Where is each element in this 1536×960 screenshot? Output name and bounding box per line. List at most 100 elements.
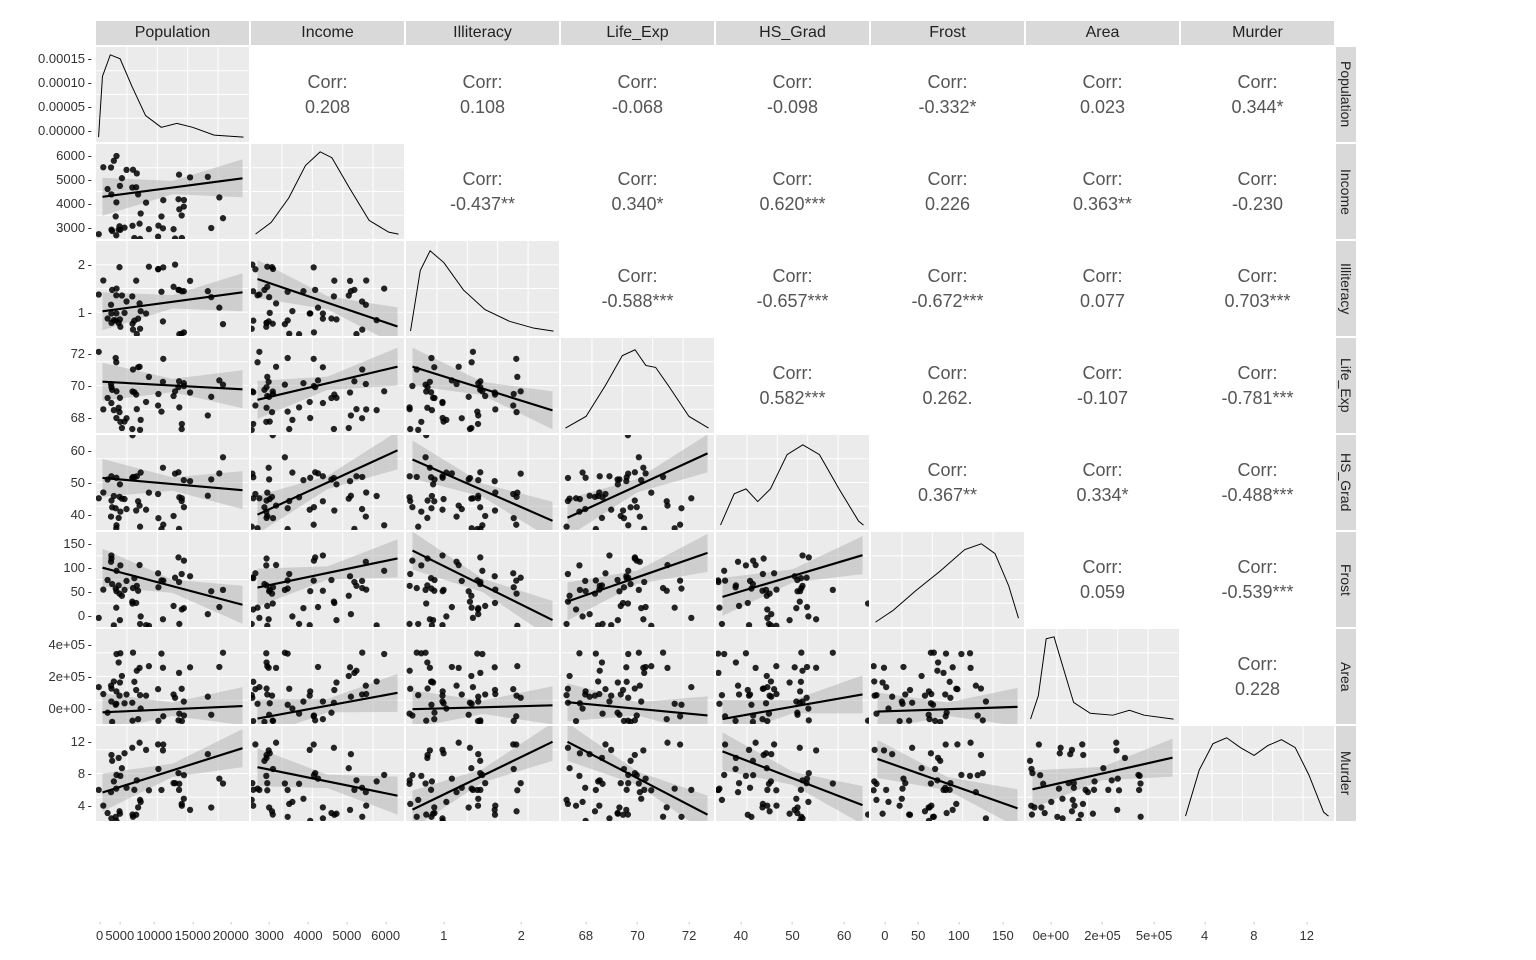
row-strip-Population: Population (1335, 46, 1357, 143)
x-ticks-Illiteracy: 12 (405, 922, 560, 952)
y-axis-labels: 0.000150.000100.000050.00000600050004000… (10, 46, 95, 870)
y-ticks-HS_Grad: 605040 (10, 434, 95, 531)
density-Population (95, 46, 250, 143)
column-strip-Life_Exp: Life_Exp (560, 20, 715, 46)
corr-Illiteracy-Life_Exp: Corr:-0.588*** (560, 240, 715, 337)
corr-HS_Grad-Murder: Corr:-0.488*** (1180, 434, 1335, 531)
scatter-Population-vs-Income (95, 143, 250, 240)
density-Frost (870, 531, 1025, 628)
scatter-Population-vs-HS_Grad (95, 434, 250, 531)
y-ticks-Life_Exp: 727068 (10, 337, 95, 434)
corr-Income-Frost: Corr:0.226 (870, 143, 1025, 240)
corr-label: Corr: (773, 167, 813, 191)
scatter-Frost-vs-Murder (870, 725, 1025, 822)
scatter-Illiteracy-vs-HS_Grad (405, 434, 560, 531)
corr-Population-Illiteracy: Corr:0.108 (405, 46, 560, 143)
corr-label: Corr: (618, 70, 658, 94)
corr-label: Corr: (618, 264, 658, 288)
corr-value: 0.340* (611, 192, 663, 216)
x-ticks-Area: 0e+002e+055e+05 (1025, 922, 1180, 952)
corr-Illiteracy-Murder: Corr:0.703*** (1180, 240, 1335, 337)
corr-label: Corr: (1083, 555, 1123, 579)
scatter-Illiteracy-vs-Frost (405, 531, 560, 628)
corr-value: 0.367** (918, 483, 977, 507)
corr-Population-Life_Exp: Corr:-0.068 (560, 46, 715, 143)
corr-value: 0.059 (1080, 580, 1125, 604)
scatter-Income-vs-Life_Exp (250, 337, 405, 434)
corr-value: -0.781*** (1221, 386, 1293, 410)
corr-HS_Grad-Area: Corr:0.334* (1025, 434, 1180, 531)
scatter-Life_Exp-vs-Murder (560, 725, 715, 822)
corr-label: Corr: (1083, 361, 1123, 385)
scatter-Income-vs-Illiteracy (250, 240, 405, 337)
row-strip-Life_Exp: Life_Exp (1335, 337, 1357, 434)
corr-value: -0.437** (450, 192, 515, 216)
density-Income (250, 143, 405, 240)
corr-value: 0.208 (305, 95, 350, 119)
y-ticks-Frost: 150100500 (10, 531, 95, 628)
corr-value: 0.344* (1231, 95, 1283, 119)
corr-label: Corr: (773, 264, 813, 288)
y-ticks-Murder: 1284 (10, 725, 95, 822)
density-Life_Exp (560, 337, 715, 434)
corr-value: 0.226 (925, 192, 970, 216)
corr-Area-Murder: Corr:0.228 (1180, 628, 1335, 725)
corr-Illiteracy-Frost: Corr:-0.672*** (870, 240, 1025, 337)
corr-value: -0.539*** (1221, 580, 1293, 604)
column-strip-Murder: Murder (1180, 20, 1335, 46)
scatter-Population-vs-Illiteracy (95, 240, 250, 337)
corr-value: -0.068 (612, 95, 663, 119)
corr-label: Corr: (928, 361, 968, 385)
column-strip-HS_Grad: HS_Grad (715, 20, 870, 46)
corr-label: Corr: (773, 70, 813, 94)
corr-value: -0.672*** (911, 289, 983, 313)
row-strip-Income: Income (1335, 143, 1357, 240)
row-strip-Murder: Murder (1335, 725, 1357, 822)
corr-label: Corr: (773, 361, 813, 385)
scatter-Population-vs-Frost (95, 531, 250, 628)
column-strip-Population: Population (95, 20, 250, 46)
corr-label: Corr: (1083, 264, 1123, 288)
corr-value: -0.230 (1232, 192, 1283, 216)
corr-Population-HS_Grad: Corr:-0.098 (715, 46, 870, 143)
corr-Life_Exp-HS_Grad: Corr:0.582*** (715, 337, 870, 434)
x-ticks-Population: 05000100001500020000 (95, 922, 250, 952)
corr-label: Corr: (463, 167, 503, 191)
scatter-Life_Exp-vs-Area (560, 628, 715, 725)
corr-value: 0.363** (1073, 192, 1132, 216)
corr-value: 0.077 (1080, 289, 1125, 313)
corr-label: Corr: (1238, 458, 1278, 482)
corner-top-right (1335, 20, 1357, 46)
corr-Income-Area: Corr:0.363** (1025, 143, 1180, 240)
corr-value: -0.488*** (1221, 483, 1293, 507)
corr-value: -0.098 (767, 95, 818, 119)
corr-Income-Illiteracy: Corr:-0.437** (405, 143, 560, 240)
corr-Frost-Area: Corr:0.059 (1025, 531, 1180, 628)
density-Area (1025, 628, 1180, 725)
scatter-Life_Exp-vs-Frost (560, 531, 715, 628)
corr-value: -0.657*** (756, 289, 828, 313)
corr-Life_Exp-Murder: Corr:-0.781*** (1180, 337, 1335, 434)
corr-label: Corr: (1238, 70, 1278, 94)
corr-label: Corr: (1238, 361, 1278, 385)
scatter-HS_Grad-vs-Frost (715, 531, 870, 628)
scatter-Income-vs-HS_Grad (250, 434, 405, 531)
corr-label: Corr: (1238, 167, 1278, 191)
corr-label: Corr: (928, 458, 968, 482)
row-strip-Area: Area (1335, 628, 1357, 725)
scatter-Illiteracy-vs-Murder (405, 725, 560, 822)
corr-Illiteracy-Area: Corr:0.077 (1025, 240, 1180, 337)
x-axis-labels: 0500010000150002000030004000500060001268… (95, 922, 1413, 952)
pairs-plot-matrix: PopulationIncomeIlliteracyLife_ExpHS_Gra… (95, 20, 1435, 870)
corr-Life_Exp-Area: Corr:-0.107 (1025, 337, 1180, 434)
y-ticks-Income: 6000500040003000 (10, 143, 95, 240)
scatter-Life_Exp-vs-HS_Grad (560, 434, 715, 531)
scatter-Illiteracy-vs-Life_Exp (405, 337, 560, 434)
corr-label: Corr: (308, 70, 348, 94)
corr-value: 0.334* (1076, 483, 1128, 507)
corr-value: -0.332* (918, 95, 976, 119)
corr-label: Corr: (1238, 652, 1278, 676)
x-ticks-Murder: 4812 (1180, 922, 1335, 952)
corr-Population-Income: Corr:0.208 (250, 46, 405, 143)
density-Murder (1180, 725, 1335, 822)
